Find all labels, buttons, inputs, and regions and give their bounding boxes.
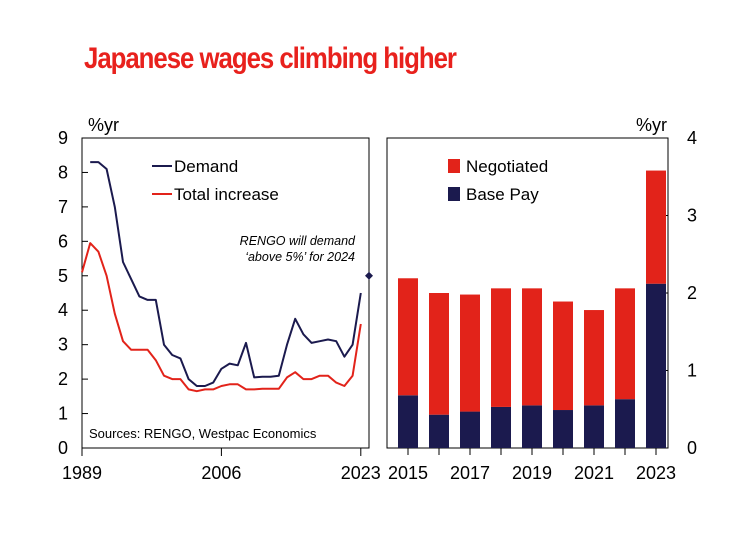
left-y-tick-label: 4: [58, 300, 68, 320]
bar-base-pay-2023: [646, 283, 666, 448]
bar-negotiated-2023: [646, 170, 666, 284]
left-panel: 0 1 2 3 4 5 6 7 8 9 %yr 1989 2006 2023 Demand Total inc…: [58, 115, 381, 483]
series-line-total-increase: [81, 242, 362, 393]
bar-negotiated-2016: [429, 293, 449, 415]
left-unit-label: %yr: [88, 115, 119, 135]
source-note: Sources: RENGO, Westpac Economics: [89, 426, 317, 441]
legend-label-negotiated: Negotiated: [466, 157, 548, 176]
legend-swatch-base-pay: [448, 187, 460, 201]
marker-2024-demand: [365, 271, 373, 280]
left-y-tick-label: 7: [58, 197, 68, 217]
annotation-line-1: RENGO will demand: [240, 234, 356, 248]
bar-base-pay-2019: [522, 405, 542, 448]
left-x-tick-label: 2006: [201, 463, 241, 483]
bar-base-pay-2016: [429, 414, 449, 448]
left-y-tick-label: 8: [58, 162, 68, 182]
left-y-tick-label: 1: [58, 404, 68, 424]
legend-label-demand: Demand: [174, 157, 238, 176]
right-x-tick-label: 2021: [574, 463, 614, 483]
right-x-tick-label: 2015: [388, 463, 428, 483]
right-x-tick-label: 2017: [450, 463, 490, 483]
right-x-tick-label: 2023: [636, 463, 676, 483]
bar-base-pay-2018: [491, 406, 511, 448]
left-y-tick-label: 6: [58, 231, 68, 251]
series-line-demand: [90, 161, 362, 387]
left-x-tick-label: 1989: [62, 463, 102, 483]
legend-label-base-pay: Base Pay: [466, 185, 539, 204]
right-panel: 0 1 2 3 4 %yr 2015 2017 2019 2021 2023 Negotiated Ba…: [386, 115, 697, 483]
legend-label-total-increase: Total increase: [174, 185, 279, 204]
right-y-tick-label: 0: [687, 438, 697, 458]
left-y-tick-label: 9: [58, 128, 68, 148]
bar-negotiated-2022: [615, 288, 635, 400]
bar-negotiated-2017: [460, 294, 480, 412]
legend-swatch-negotiated: [448, 159, 460, 173]
left-y-tick-label: 0: [58, 438, 68, 458]
bar-base-pay-2017: [460, 411, 480, 448]
bar-negotiated-2019: [522, 288, 542, 406]
page-title: Japanese wages climbing higher: [84, 42, 457, 75]
right-unit-label: %yr: [636, 115, 667, 135]
annotation-line-2: ‘above 5%’ for 2024: [245, 250, 355, 264]
right-y-tick-label: 3: [687, 206, 697, 226]
bar-base-pay-2015: [398, 395, 418, 448]
left-y-tick-label: 3: [58, 335, 68, 355]
left-y-tick-label: 2: [58, 369, 68, 389]
left-y-tick-label: 5: [58, 266, 68, 286]
right-y-tick-label: 2: [687, 283, 697, 303]
bar-base-pay-2021: [584, 405, 604, 448]
bar-negotiated-2018: [491, 288, 511, 407]
left-x-tick-label: 2023: [341, 463, 381, 483]
right-x-tick-label: 2019: [512, 463, 552, 483]
bar-base-pay-2022: [615, 399, 635, 448]
right-y-tick-label: 4: [687, 128, 697, 148]
bar-base-pay-2020: [553, 410, 573, 448]
bar-negotiated-2021: [584, 310, 604, 406]
bar-negotiated-2020: [553, 301, 573, 411]
right-y-tick-label: 1: [687, 361, 697, 381]
bar-negotiated-2015: [398, 278, 418, 396]
left-plot-frame: [81, 137, 370, 449]
